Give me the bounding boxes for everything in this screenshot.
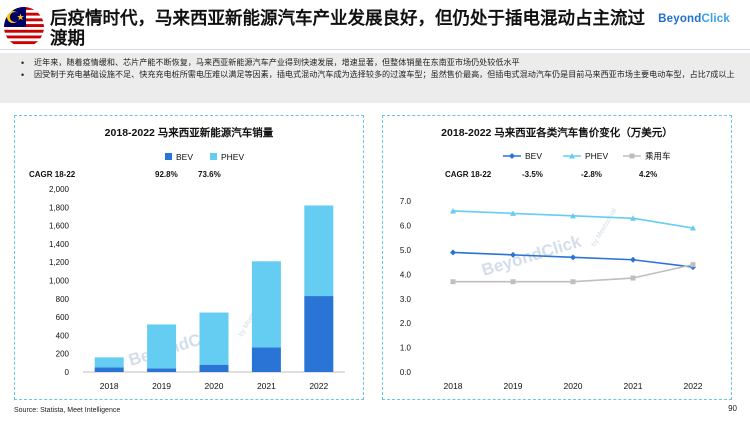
y-tick-label: 2.0 xyxy=(400,319,412,328)
bar-bev xyxy=(304,296,334,372)
data-point xyxy=(510,251,516,258)
data-point xyxy=(629,153,635,159)
x-tick-label: 2019 xyxy=(504,381,523,391)
y-tick-label: 200 xyxy=(56,350,70,359)
cagr-label: CAGR 18-22 xyxy=(445,170,492,179)
x-tick-label: 2022 xyxy=(309,381,328,391)
summary-bullet: 因受制于充电基础设施不足、快充充电桩所需电压难以满足等因素，插电式混动汽车成为选… xyxy=(20,69,740,81)
cagr-label: CAGR 18-22 xyxy=(29,170,76,179)
legend-label: BEV xyxy=(176,152,193,162)
cagr-value: 4.2% xyxy=(639,170,657,179)
page-title: 后疫情时代，马来西亚新能源汽车产业发展良好，但仍处于插电混动占主流过渡期 xyxy=(50,8,645,48)
sales-chart-panel: 2018-2022 马来西亚新能源汽车销量 BEV PHEV CAGR 18-22 92… xyxy=(14,115,364,400)
y-tick-label: 6.0 xyxy=(400,222,412,231)
data-point xyxy=(630,215,636,221)
chart-title: 2018-2022 马来西亚新能源汽车销量 xyxy=(105,126,274,139)
y-tick-label: 0 xyxy=(65,368,70,377)
bar-phev xyxy=(94,357,124,368)
legend-swatch-phev xyxy=(210,153,217,160)
data-point xyxy=(509,153,515,159)
x-tick-label: 2021 xyxy=(257,381,276,391)
legend-label: BEV xyxy=(525,151,542,161)
summary-bullet: 近年来，随着疫情缓和、芯片产能不断恢复，马来西亚新能源汽车产业得到快速发展，增速… xyxy=(20,57,740,69)
brand-logo: BeyondClick xyxy=(658,13,730,25)
data-point xyxy=(569,153,575,159)
y-tick-label: 1,400 xyxy=(49,240,70,249)
data-point xyxy=(570,212,576,219)
bar-phev xyxy=(147,324,177,369)
x-tick-label: 2019 xyxy=(152,381,171,391)
y-tick-label: 400 xyxy=(56,331,70,340)
data-point xyxy=(450,279,456,285)
y-tick-label: 4.0 xyxy=(400,270,412,279)
price-chart-panel: 2018-2022 马来西亚各类汽车售价变化（万美元） BEV PHEV 乘用车 CAG… xyxy=(382,115,732,400)
cagr-value: -3.5% xyxy=(522,170,543,179)
y-tick-label: 0.0 xyxy=(400,368,412,377)
cagr-value: 73.6% xyxy=(198,170,221,179)
x-tick-label: 2020 xyxy=(564,381,583,391)
y-tick-label: 600 xyxy=(56,313,70,322)
sales-stacked-bar-chart: 2018-2022 马来西亚新能源汽车销量 BEV PHEV CAGR 18-22 92… xyxy=(29,126,345,391)
malaysia-flag-icon xyxy=(4,7,44,47)
cagr-value: 92.8% xyxy=(155,170,178,179)
y-tick-label: 1,800 xyxy=(49,203,70,212)
data-point xyxy=(690,262,696,268)
bar-bev xyxy=(147,368,177,372)
data-point xyxy=(450,207,456,214)
y-tick-label: 3.0 xyxy=(400,295,412,304)
data-point xyxy=(570,279,576,285)
y-tick-label: 5.0 xyxy=(400,246,412,255)
y-tick-label: 1,000 xyxy=(49,277,70,286)
summary-box: 近年来，随着疫情缓和、芯片产能不断恢复，马来西亚新能源汽车产业得到快速发展，增速… xyxy=(0,53,750,103)
bar-phev xyxy=(251,261,281,348)
logo-text-beyond: Beyond xyxy=(658,13,702,25)
bar-phev xyxy=(304,205,334,297)
logo-text-click: Click xyxy=(701,13,730,25)
y-tick-label: 2,000 xyxy=(49,185,70,194)
data-point xyxy=(510,279,516,285)
legend-label: PHEV xyxy=(221,152,244,162)
x-tick-label: 2022 xyxy=(684,381,703,391)
page-number: 90 xyxy=(728,404,737,413)
legend-label: 乘用车 xyxy=(645,151,671,161)
bar-bev xyxy=(251,347,281,372)
source-note: Source: Statista, Meet Intelligence xyxy=(14,407,121,414)
data-point xyxy=(450,249,456,256)
data-point xyxy=(570,254,576,261)
legend-swatch-bev xyxy=(165,153,172,160)
x-tick-label: 2020 xyxy=(205,381,224,391)
data-point xyxy=(630,275,636,281)
bar-bev xyxy=(94,367,124,372)
y-tick-label: 7.0 xyxy=(400,197,412,206)
bar-phev xyxy=(199,312,229,365)
watermark-subtext: by Meetsocial xyxy=(591,207,619,248)
data-point xyxy=(630,256,636,263)
data-point xyxy=(690,225,696,231)
bar-bev xyxy=(199,364,229,372)
data-point xyxy=(510,210,516,216)
title-divider xyxy=(0,49,750,50)
x-tick-label: 2018 xyxy=(100,381,119,391)
y-tick-label: 1.0 xyxy=(400,344,412,353)
chart-title: 2018-2022 马来西亚各类汽车售价变化（万美元） xyxy=(441,126,673,139)
x-tick-label: 2018 xyxy=(444,381,463,391)
legend-label: PHEV xyxy=(585,151,608,161)
x-tick-label: 2021 xyxy=(624,381,643,391)
y-tick-label: 1,200 xyxy=(49,258,70,267)
cagr-value: -2.8% xyxy=(581,170,602,179)
y-tick-label: 800 xyxy=(56,295,70,304)
y-tick-label: 1,600 xyxy=(49,222,70,231)
price-line-chart: 2018-2022 马来西亚各类汽车售价变化（万美元） BEV PHEV 乘用车 CAG… xyxy=(400,126,703,391)
